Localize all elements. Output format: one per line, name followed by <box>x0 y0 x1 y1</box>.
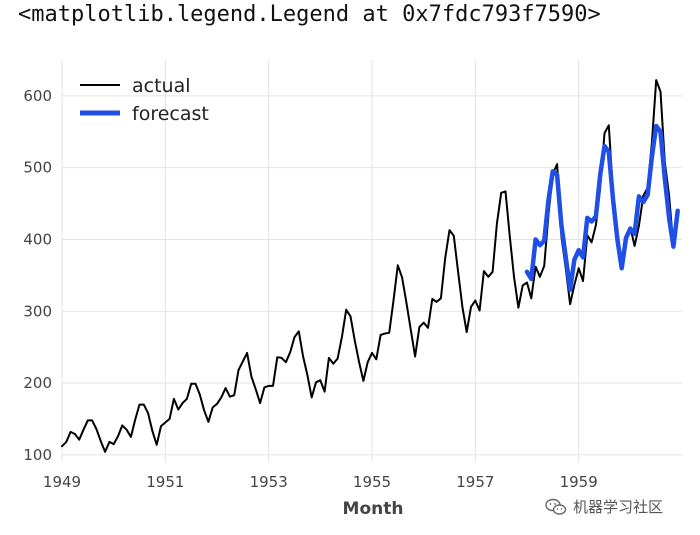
watermark-text: 机器学习社区 <box>573 498 664 516</box>
y-tick-label: 300 <box>23 302 52 320</box>
series-line-actual <box>61 79 679 453</box>
legend-label-forecast: forecast <box>132 103 209 125</box>
x-axis-ticks: 1949 1951 1953 1955 1957 1959 <box>43 473 598 491</box>
watermark: 机器学习社区 <box>545 496 663 517</box>
y-tick-label: 400 <box>23 230 52 248</box>
y-tick-label: 200 <box>23 374 52 392</box>
legend: actual forecast <box>80 75 209 125</box>
x-tick-label: 1955 <box>353 473 391 491</box>
y-tick-label: 100 <box>23 446 52 464</box>
y-tick-label: 600 <box>23 87 52 105</box>
y-tick-label: 500 <box>23 159 52 177</box>
x-tick-label: 1959 <box>560 473 598 491</box>
series-line-forecast <box>524 123 680 292</box>
x-tick-label: 1953 <box>250 473 288 491</box>
series-lines <box>61 79 680 453</box>
grid-lines <box>61 60 682 462</box>
cell-output-text: <matplotlib.legend.Legend at 0x7fdc793f7… <box>18 2 601 27</box>
wechat-icon <box>545 498 567 515</box>
x-tick-label: 1957 <box>456 473 494 491</box>
x-tick-label: 1949 <box>43 473 81 491</box>
x-axis-label: Month <box>343 499 404 519</box>
y-axis-ticks: 100 200 300 400 500 600 <box>23 87 52 464</box>
x-tick-label: 1951 <box>146 473 184 491</box>
legend-label-actual: actual <box>132 75 191 97</box>
